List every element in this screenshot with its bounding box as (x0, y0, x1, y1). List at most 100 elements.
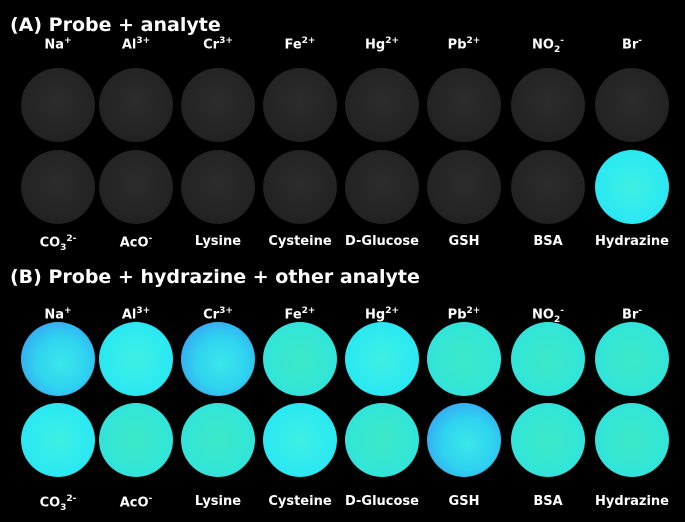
label-text: Cr (203, 307, 220, 323)
label-superscript: + (64, 36, 72, 46)
label-text: NO (532, 307, 554, 323)
panel-a-row1-well-7 (511, 68, 585, 142)
panel-a-row2-well-6 (427, 150, 501, 224)
panel-a-row2-well-4 (263, 150, 337, 224)
label-subscript: 3 (60, 502, 67, 513)
panel-a-row1-well-8 (595, 68, 669, 142)
label-superscript: - (560, 36, 564, 46)
label-superscript: 3+ (136, 306, 151, 316)
label-text: AcO (119, 235, 149, 251)
label-text: NO (532, 37, 554, 53)
panel-a-top-label-6: Pb2+ (422, 36, 506, 52)
label-superscript: 2+ (385, 36, 399, 46)
label-text: Cr (203, 37, 220, 53)
label-superscript: 2+ (301, 36, 316, 46)
label-superscript: 2- (66, 234, 77, 244)
label-text: Na (44, 37, 65, 53)
panel-b-bottom-label-8: Hydrazine (590, 494, 674, 509)
panel-b-row2-well-7 (511, 403, 585, 477)
label-text: GSH (448, 234, 480, 249)
panel-b-row1-well-6 (427, 322, 501, 396)
label-superscript: - (638, 306, 643, 316)
label-text: Lysine (194, 234, 242, 249)
panel-b-bottom-label-3: Lysine (176, 494, 260, 509)
panel-b-row1-well-4 (263, 322, 337, 396)
label-superscript: - (148, 234, 153, 244)
label-text: Pb (447, 37, 467, 53)
panel-b-row1-well-5 (345, 322, 419, 396)
panel-b-row1-well-7 (511, 322, 585, 396)
panel-a-row1-well-6 (427, 68, 501, 142)
panel-b-top-label-8: Br- (590, 306, 674, 322)
label-text: Fe (284, 307, 302, 323)
label-superscript: 2+ (385, 306, 399, 316)
panel-b-row2-well-5 (345, 403, 419, 477)
panel-b-bottom-label-4: Cysteine (258, 494, 342, 509)
label-text: Hg (365, 37, 386, 53)
panel-b-row1-well-8 (595, 322, 669, 396)
panel-b-row2-well-6 (427, 403, 501, 477)
label-text: Cysteine (268, 494, 332, 509)
panel-b-top-label-6: Pb2+ (422, 306, 506, 322)
panel-b-top-label-2: Al3+ (94, 306, 178, 322)
panel-b-bottom-label-2: AcO- (94, 494, 178, 510)
label-superscript: 2- (66, 494, 77, 504)
panel-a-top-label-4: Fe2+ (258, 36, 342, 52)
label-text: CO (39, 495, 61, 511)
label-text: BSA (533, 494, 563, 509)
panel-a-bottom-label-2: AcO- (94, 234, 178, 250)
panel-a-row2-well-1 (21, 150, 95, 224)
panel-b-bottom-label-7: BSA (506, 494, 590, 509)
panel-b-top-label-4: Fe2+ (258, 306, 342, 322)
panel-a-top-label-2: Al3+ (94, 36, 178, 52)
label-text: Hydrazine (595, 234, 669, 249)
panel-a-row1-well-3 (181, 68, 255, 142)
panel-a-row1-well-5 (345, 68, 419, 142)
label-text: Na (44, 307, 65, 323)
panel-b-top-label-7: NO2- (506, 306, 590, 325)
panel-a-top-label-5: Hg2+ (340, 36, 424, 52)
label-text: D-Glucose (344, 494, 419, 509)
label-text: Pb (447, 307, 467, 323)
panel-a-row2-well-2 (99, 150, 173, 224)
panel-b-title: (B) Probe + hydrazine + other analyte (10, 266, 420, 288)
label-text: Hg (365, 307, 386, 323)
label-text: GSH (448, 494, 480, 509)
label-superscript: 2+ (466, 306, 481, 316)
panel-b-row1-well-2 (99, 322, 173, 396)
label-text: Hydrazine (595, 494, 669, 509)
panel-b-row2-well-2 (99, 403, 173, 477)
panel-a-bottom-label-5: D-Glucose (340, 234, 424, 249)
label-subscript: 3 (60, 242, 67, 253)
panel-a-row2-well-7 (511, 150, 585, 224)
panel-a-row1-well-4 (263, 68, 337, 142)
panel-a-bottom-label-3: Lysine (176, 234, 260, 249)
label-superscript: 2+ (301, 306, 316, 316)
panel-b-row2-well-4 (263, 403, 337, 477)
panel-a-row1-well-2 (99, 68, 173, 142)
panel-b-bottom-label-1: CO32- (16, 494, 100, 513)
label-superscript: 3+ (136, 36, 151, 46)
panel-b-top-label-3: Cr3+ (176, 306, 260, 322)
label-superscript: + (64, 306, 72, 316)
panel-a-bottom-label-6: GSH (422, 234, 506, 249)
panel-a-row2-well-5 (345, 150, 419, 224)
panel-a-top-label-1: Na+ (16, 36, 100, 52)
label-text: Al (121, 307, 137, 323)
panel-b-top-label-1: Na+ (16, 306, 100, 322)
panel-b-row2-well-8 (595, 403, 669, 477)
panel-a-top-label-7: NO2- (506, 36, 590, 55)
panel-b-row1-well-1 (21, 322, 95, 396)
label-text: D-Glucose (344, 234, 419, 249)
label-text: Al (121, 37, 137, 53)
panel-a-bottom-label-1: CO32- (16, 234, 100, 253)
panel-a-top-label-3: Cr3+ (176, 36, 260, 52)
panel-a-row2-well-8 (595, 150, 669, 224)
panel-b-bottom-label-6: GSH (422, 494, 506, 509)
panel-b-row2-well-1 (21, 403, 95, 477)
panel-b-row1-well-3 (181, 322, 255, 396)
label-superscript: - (638, 36, 643, 46)
label-superscript: - (148, 494, 153, 504)
panel-b-row2-well-3 (181, 403, 255, 477)
label-text: CO (39, 235, 61, 251)
